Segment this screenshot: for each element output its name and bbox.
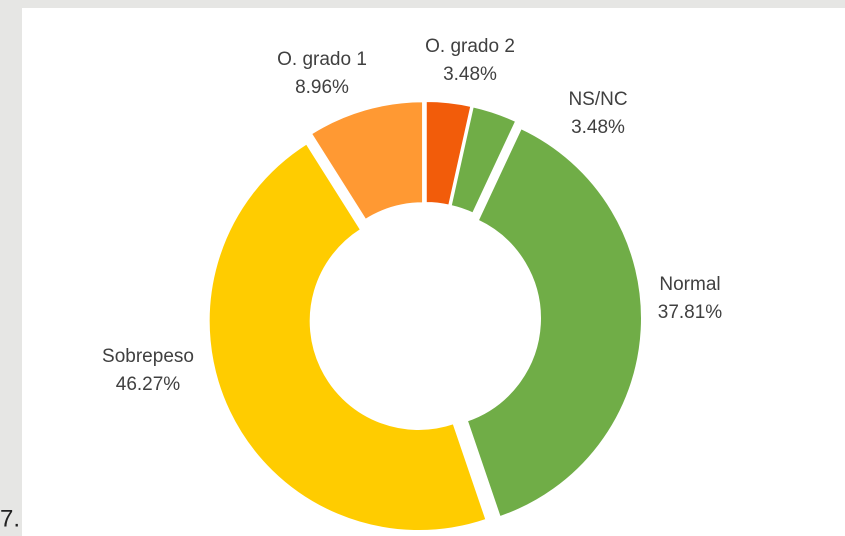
donut-slice [309,100,425,222]
slice-value: 3.48% [571,117,625,138]
slice-value: 46.27% [116,374,181,395]
slice-value: 37.81% [658,302,723,323]
slice-value: 8.96% [295,77,349,98]
slice-label: O. grado 1 [277,49,367,70]
donut-slice [465,126,643,519]
donut-slice [449,105,518,215]
page-number: 7. [0,505,20,532]
slice-value: 3.48% [443,64,497,85]
donut-slice [424,100,473,207]
donut-slice [207,142,488,532]
slice-label: NS/NC [568,89,627,110]
slice-label: O. grado 2 [425,36,515,57]
slice-label: Sobrepeso [102,346,194,367]
slice-label: Normal [659,274,720,295]
